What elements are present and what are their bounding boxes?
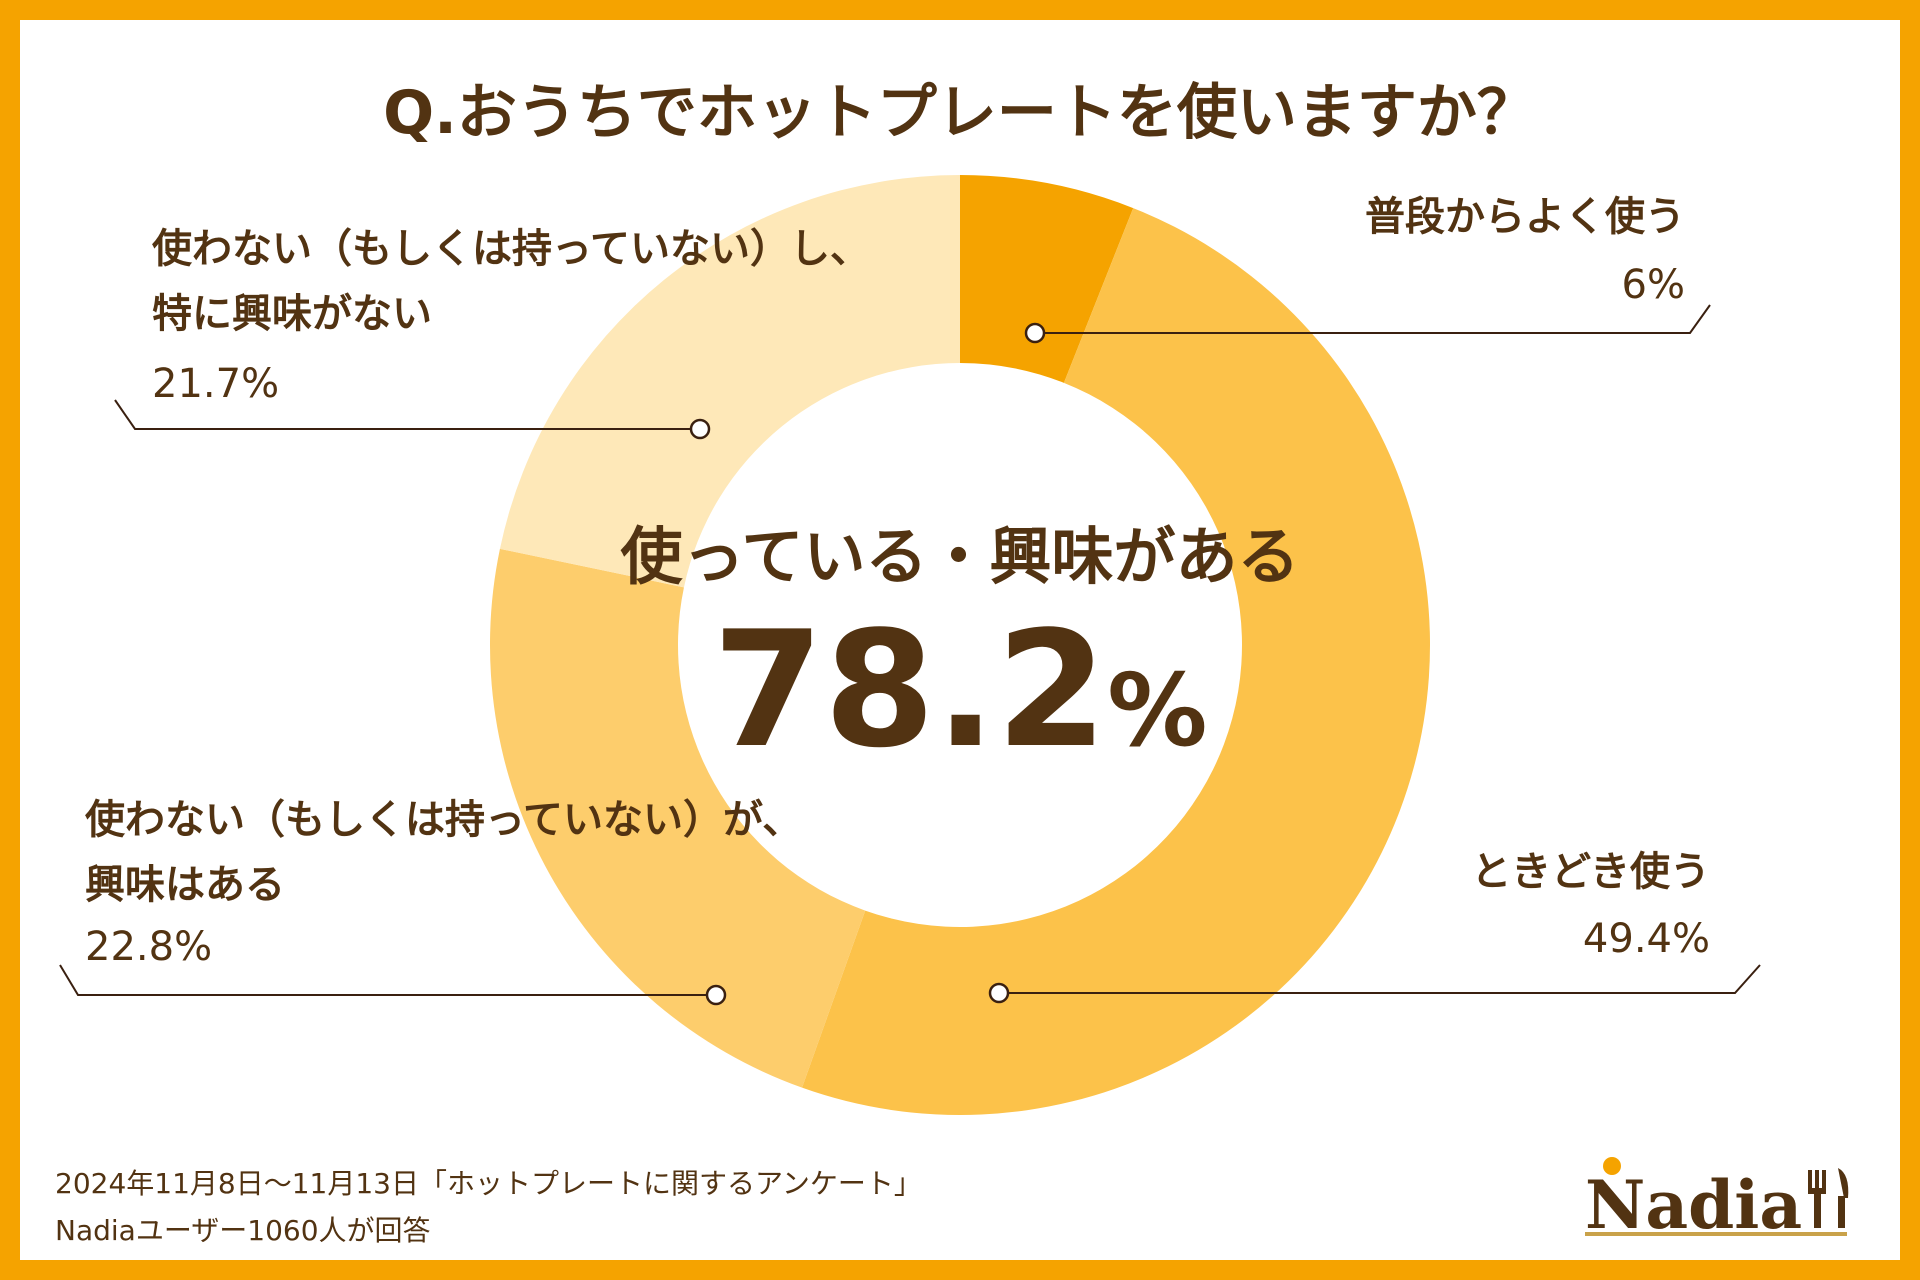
slice-2 [489,548,866,1088]
slice-value-2: 22.8% [85,924,212,970]
slice-label-1-line-0: ときどき使う [1471,849,1710,895]
slice-value-1: 49.4% [1583,916,1710,962]
logo-underline [1585,1232,1847,1236]
logo-flower-icon [1603,1157,1621,1175]
callout-dot-2 [705,984,727,1006]
slice-value-3: 21.7% [152,361,279,407]
slice-label-2-line-0: 使わない（もしくは持っていない）が、 [85,797,802,843]
knife-icon [1838,1168,1849,1228]
slice-value-0: 6% [1622,262,1685,308]
callout-dot-1 [988,982,1010,1004]
slice-3 [499,175,960,588]
center-value-unit: % [1107,652,1207,769]
nadia-logo: Nadia [1585,1157,1849,1244]
center-value: 78.2% [713,596,1208,783]
callouts: 普段からよく使う 6% ときどき使う 49.4% 使わない（もしくは持っていない）が、興… [59,194,1761,1006]
footer-survey-period: 2024年11月8日〜11月13日「ホットプレートに関するアンケート」 [55,1167,922,1200]
slice-label-3-line-0: 使わない（もしくは持っていない）し、 [152,226,870,272]
footer-respondents: Nadiaユーザー1060人が回答 [55,1214,431,1247]
callout-line-0 [1035,304,1711,334]
center-value-number: 78.2 [713,596,1108,783]
logo-text: Nadia [1585,1166,1802,1244]
callout-dot-3 [689,418,711,440]
slice-label-0-line-0: 普段からよく使う [1365,194,1685,240]
callout-line-3 [114,399,700,430]
callout-line-2 [59,964,716,996]
callout-dot-0 [1024,322,1046,344]
slice-label-2-line-1: 興味はある [85,862,285,908]
center-label: 使っている・興味がある [621,520,1300,593]
slice-label-3-line-1: 特に興味がない [152,291,432,337]
chart-title: Q.おうちでホットプレートを使いますか？ [383,78,1537,148]
slice-1 [802,208,1431,1116]
donut-slices [489,175,1431,1116]
callout-line-1 [999,964,1761,994]
slice-0 [960,175,1134,383]
fork-icon [1808,1170,1826,1228]
